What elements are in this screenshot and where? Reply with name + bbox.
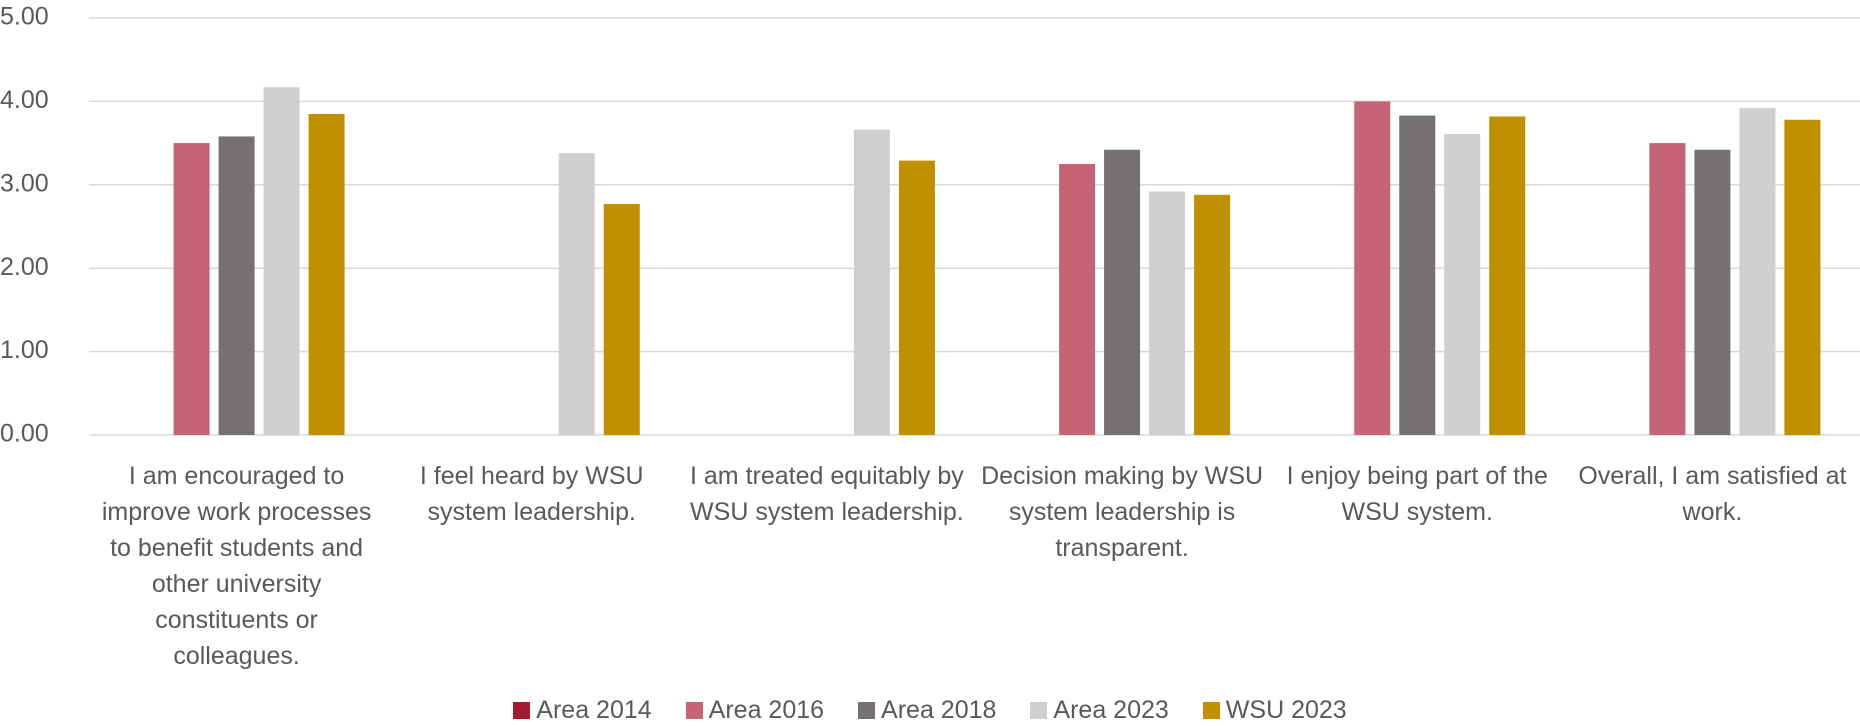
bar xyxy=(1059,163,1096,435)
bar xyxy=(1194,194,1231,435)
x-tick-label: I enjoy being part of the WSU system. xyxy=(1286,462,1548,526)
bar xyxy=(1649,143,1686,435)
x-tick-label: Overall, I am satisfied at work. xyxy=(1578,462,1847,526)
bar xyxy=(1444,133,1481,435)
bar xyxy=(1739,108,1776,436)
x-tick-label: I am encouraged to improve work processe… xyxy=(101,462,372,670)
y-tick-label: 0.00 xyxy=(0,420,49,448)
y-tick-label: 3.00 xyxy=(0,169,49,197)
x-tick-label: Decision making by WSU system leadership… xyxy=(981,462,1264,562)
bar xyxy=(1104,149,1141,435)
legend-swatch xyxy=(1030,702,1048,719)
legend-swatch xyxy=(685,702,703,719)
legend-item: Area 2023 xyxy=(1030,696,1169,725)
y-tick-label: 5.00 xyxy=(0,3,49,31)
bar xyxy=(1354,101,1391,436)
bar xyxy=(898,160,935,435)
bar xyxy=(558,153,595,435)
legend-item: Area 2014 xyxy=(513,696,652,725)
x-tick-label: I am treated equitably by WSU system lea… xyxy=(690,462,964,526)
y-tick-label: 2.00 xyxy=(0,253,49,281)
legend-label: Area 2014 xyxy=(536,696,652,724)
y-tick-label: 1.00 xyxy=(0,336,49,364)
legend-item: Area 2016 xyxy=(685,696,825,725)
legend-label: WSU 2023 xyxy=(1225,696,1347,724)
legend: Area 2014 Area 2016 Area 2018 Area 2023 WSU … xyxy=(0,696,1860,725)
bar xyxy=(173,143,210,435)
legend-item: WSU 2023 xyxy=(1202,696,1347,725)
legend-swatch xyxy=(513,702,531,719)
legend-swatch xyxy=(1202,702,1220,719)
bar xyxy=(1784,119,1821,436)
bar xyxy=(308,113,345,435)
bar xyxy=(603,203,640,435)
legend-label: Area 2018 xyxy=(881,696,997,724)
bar xyxy=(853,129,890,436)
bar xyxy=(263,87,300,436)
bar xyxy=(1489,116,1526,436)
legend-swatch xyxy=(858,702,876,719)
legend-label: Area 2023 xyxy=(1053,696,1169,724)
bar xyxy=(1399,115,1436,435)
x-tick-label: I feel heard by WSU system leadership. xyxy=(419,462,644,526)
bar xyxy=(1694,149,1731,435)
bar xyxy=(1149,191,1186,435)
y-tick-label: 4.00 xyxy=(0,86,49,114)
legend-label: Area 2016 xyxy=(708,696,825,724)
bar xyxy=(218,136,255,436)
legend-item: Area 2018 xyxy=(858,696,996,725)
